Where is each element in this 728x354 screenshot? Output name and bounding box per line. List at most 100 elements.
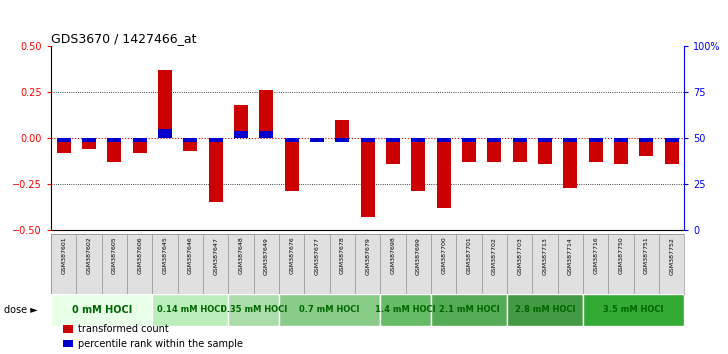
Bar bbox=[57, 138, 71, 142]
Bar bbox=[107, 138, 122, 142]
Text: GSM387601: GSM387601 bbox=[61, 236, 66, 274]
Bar bbox=[82, 138, 96, 142]
Text: 0 mM HOCl: 0 mM HOCl bbox=[71, 305, 132, 315]
Bar bbox=[152, 294, 229, 326]
Text: GSM387646: GSM387646 bbox=[188, 236, 193, 274]
Bar bbox=[127, 234, 152, 294]
Bar bbox=[386, 138, 400, 142]
Bar bbox=[51, 234, 76, 294]
Bar bbox=[411, 138, 425, 192]
Bar bbox=[431, 234, 456, 294]
Bar bbox=[183, 138, 197, 142]
Bar bbox=[336, 120, 349, 138]
Text: GSM387750: GSM387750 bbox=[619, 236, 623, 274]
Text: GSM387648: GSM387648 bbox=[239, 236, 243, 274]
Bar bbox=[330, 234, 355, 294]
Legend: transformed count, percentile rank within the sample: transformed count, percentile rank withi… bbox=[63, 324, 242, 349]
Bar bbox=[386, 138, 400, 164]
Bar bbox=[633, 234, 659, 294]
Bar bbox=[132, 138, 146, 153]
Bar bbox=[203, 234, 229, 294]
Bar bbox=[234, 131, 248, 138]
Bar bbox=[380, 294, 431, 326]
Bar bbox=[659, 234, 684, 294]
Text: GSM387677: GSM387677 bbox=[314, 236, 320, 274]
Bar bbox=[178, 234, 203, 294]
Text: GSM387701: GSM387701 bbox=[467, 236, 472, 274]
Bar bbox=[462, 138, 476, 162]
Bar bbox=[411, 138, 425, 142]
Bar bbox=[158, 70, 172, 138]
Bar bbox=[360, 138, 375, 217]
Text: 1.4 mM HOCl: 1.4 mM HOCl bbox=[376, 305, 436, 314]
Bar bbox=[614, 138, 628, 164]
Bar bbox=[380, 234, 405, 294]
Bar bbox=[583, 234, 609, 294]
Text: GSM387649: GSM387649 bbox=[264, 236, 269, 274]
Bar bbox=[183, 138, 197, 151]
Text: GSM387602: GSM387602 bbox=[87, 236, 92, 274]
Bar bbox=[253, 234, 279, 294]
Bar bbox=[279, 294, 380, 326]
Text: 0.14 mM HOCl: 0.14 mM HOCl bbox=[157, 305, 223, 314]
Bar bbox=[487, 138, 502, 142]
Bar bbox=[482, 234, 507, 294]
Text: 0.35 mM HOCl: 0.35 mM HOCl bbox=[221, 305, 287, 314]
Text: GSM387702: GSM387702 bbox=[492, 236, 496, 274]
Bar bbox=[589, 138, 603, 162]
Bar bbox=[152, 234, 178, 294]
Text: GSM387752: GSM387752 bbox=[669, 236, 674, 274]
Bar bbox=[234, 105, 248, 138]
Text: dose ►: dose ► bbox=[4, 305, 37, 315]
Bar bbox=[507, 234, 532, 294]
Bar bbox=[513, 138, 526, 142]
Bar bbox=[336, 138, 349, 142]
Bar bbox=[158, 129, 172, 138]
Text: GSM387645: GSM387645 bbox=[162, 236, 167, 274]
Bar bbox=[259, 131, 273, 138]
Text: GSM387700: GSM387700 bbox=[441, 236, 446, 274]
Bar bbox=[102, 234, 127, 294]
Bar bbox=[639, 138, 653, 142]
Bar bbox=[360, 138, 375, 142]
Bar bbox=[665, 138, 678, 142]
Bar bbox=[310, 138, 324, 142]
Bar bbox=[209, 138, 223, 202]
Text: GSM387699: GSM387699 bbox=[416, 236, 421, 274]
Bar bbox=[456, 234, 482, 294]
Text: 2.8 mM HOCl: 2.8 mM HOCl bbox=[515, 305, 575, 314]
Text: GSM387698: GSM387698 bbox=[390, 236, 395, 274]
Bar bbox=[583, 294, 684, 326]
Bar bbox=[563, 138, 577, 142]
Bar bbox=[405, 234, 431, 294]
Bar bbox=[665, 138, 678, 164]
Bar bbox=[609, 234, 633, 294]
Text: 3.5 mM HOCl: 3.5 mM HOCl bbox=[604, 305, 664, 314]
Bar bbox=[614, 138, 628, 142]
Bar bbox=[538, 138, 552, 164]
Text: GSM387679: GSM387679 bbox=[365, 236, 370, 274]
Bar bbox=[639, 138, 653, 156]
Bar bbox=[538, 138, 552, 142]
Bar bbox=[304, 234, 330, 294]
Bar bbox=[532, 234, 558, 294]
Bar bbox=[259, 90, 273, 138]
Bar bbox=[76, 234, 102, 294]
Bar bbox=[437, 138, 451, 142]
Bar bbox=[51, 294, 152, 326]
Bar bbox=[229, 294, 279, 326]
Bar bbox=[507, 294, 583, 326]
Text: 0.7 mM HOCl: 0.7 mM HOCl bbox=[299, 305, 360, 314]
Bar bbox=[487, 138, 502, 162]
Text: GSM387678: GSM387678 bbox=[340, 236, 345, 274]
Bar bbox=[132, 138, 146, 142]
Text: GSM387647: GSM387647 bbox=[213, 236, 218, 274]
Text: GSM387751: GSM387751 bbox=[644, 236, 649, 274]
Bar bbox=[57, 138, 71, 153]
Text: GSM387714: GSM387714 bbox=[568, 236, 573, 274]
Bar bbox=[563, 138, 577, 188]
Text: GSM387606: GSM387606 bbox=[137, 236, 142, 274]
Bar bbox=[107, 138, 122, 162]
Bar bbox=[513, 138, 526, 162]
Bar bbox=[431, 294, 507, 326]
